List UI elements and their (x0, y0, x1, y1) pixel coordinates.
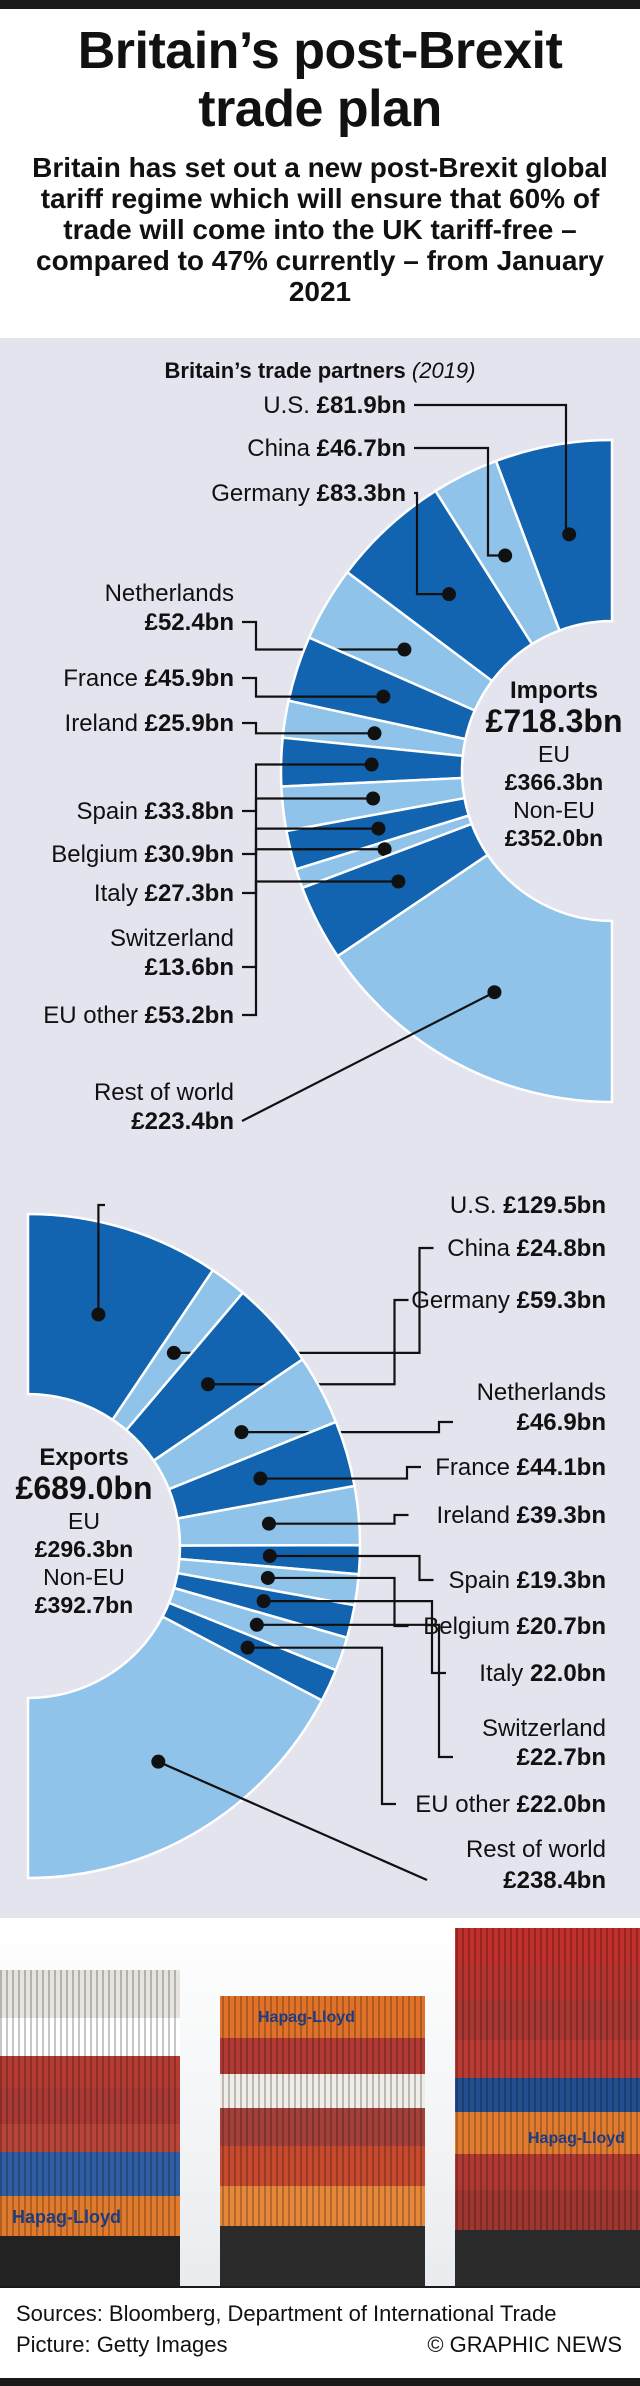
sources-text: Sources: Bloomberg, Department of Intern… (16, 2301, 557, 2326)
imports-center-name: Imports (510, 677, 598, 704)
trade-partners-chart: Britain’s trade partners (2019) U.S. £81.… (16, 358, 623, 1894)
imports-leader-france (242, 676, 384, 698)
exports-label-switzerland: Switzerland (482, 1715, 606, 1742)
container-logo-text: Hapag-Lloyd (12, 2207, 121, 2227)
title-line-2: trade plan (198, 80, 442, 138)
imports-leader-eu-other (242, 880, 399, 1017)
exports-label-ireland: Ireland £39.3bn (437, 1502, 606, 1529)
exports-label-netherlands: Netherlands (477, 1379, 606, 1406)
exports-leader-france (260, 1465, 421, 1480)
container-logo-text: Hapag-Lloyd (528, 2130, 625, 2147)
section-title: Britain’s trade partners (2019) (165, 358, 476, 383)
imports-center-noneu-label: Non-EU (513, 797, 595, 823)
exports-label-china: China £24.8bn (447, 1235, 606, 1262)
imports-center-eu-value: £366.3bn (505, 769, 603, 795)
exports-leader-ireland (268, 1513, 409, 1525)
page-subtitle: Britain has set out a new post-Brexit gl… (32, 152, 608, 307)
imports-value-netherlands: £52.4bn (145, 609, 234, 636)
exports-label-france: France £44.1bn (435, 1454, 606, 1481)
exports-center-name: Exports (39, 1444, 128, 1471)
imports-leader-ireland (242, 721, 375, 735)
imports-leader-china (414, 446, 506, 557)
exports-center-eu-label: EU (68, 1508, 100, 1534)
imports-value-rest-of-world: £223.4bn (131, 1108, 234, 1135)
brand-credit: © GRAPHIC NEWS (427, 2332, 622, 2357)
imports-label-france: France £45.9bn (63, 665, 234, 692)
imports-value-switzerland: £13.6bn (145, 954, 234, 981)
imports-center-noneu-value: £352.0bn (505, 825, 603, 851)
imports-segment-rest-of-world (335, 853, 614, 1104)
exports-leader-rest-of-world (157, 1760, 428, 1882)
imports-label-ireland: Ireland £25.9bn (65, 710, 234, 737)
exports-center-total: £689.0bn (16, 1470, 153, 1506)
picture-credit: Picture: Getty Images (16, 2332, 228, 2357)
exports-leader-switzerland (256, 1623, 453, 1759)
exports-segment-rest-of-world (26, 1615, 324, 1880)
page-title: Britain’s post-Brexit trade plan (0, 22, 640, 138)
exports-center-eu-value: £296.3bn (35, 1536, 133, 1562)
imports-leader-u-s (414, 403, 570, 536)
imports-label-italy: Italy £27.3bn (94, 880, 234, 907)
imports-center-total: £718.3bn (486, 703, 623, 739)
exports-leader-spain (269, 1554, 434, 1582)
exports-label-rest-of-world: Rest of world (466, 1836, 606, 1863)
imports-leader-rest-of-world (241, 991, 495, 1122)
imports-label-switzerland: Switzerland (110, 925, 234, 952)
imports-label-u-s: U.S. £81.9bn (263, 392, 406, 419)
exports-leader-eu-other (247, 1646, 396, 1806)
stack-middle: Hapag-Lloyd (220, 1996, 425, 2286)
exports-value-netherlands: £46.9bn (517, 1409, 606, 1436)
title-line-1: Britain’s post-Brexit (77, 22, 563, 80)
imports-label-belgium: Belgium £30.9bn (51, 841, 234, 868)
top-rule (0, 0, 640, 9)
exports-label-belgium: Belgium £20.7bn (423, 1613, 606, 1640)
imports-label-rest-of-world: Rest of world (94, 1079, 234, 1106)
exports-label-italy: Italy 22.0bn (479, 1660, 606, 1687)
imports-leader-spain (242, 763, 372, 813)
exports-label-spain: Spain £19.3bn (449, 1567, 606, 1594)
imports-leader-germany (414, 491, 450, 596)
imports-label-china: China £46.7bn (247, 435, 406, 462)
exports-label-u-s: U.S. £129.5bn (450, 1192, 606, 1219)
stack-left: Hapag-Lloyd (0, 1970, 180, 2286)
imports-label-spain: Spain £33.8bn (77, 798, 234, 825)
imports-label-netherlands: Netherlands (105, 580, 234, 607)
exports-label-eu-other: EU other £22.0bn (415, 1791, 606, 1818)
container-ship-photo: Hapag-Lloyd Hapag-Lloyd Hapag-Lloyd (0, 1918, 640, 2286)
container-logo-text: Hapag-Lloyd (258, 2009, 355, 2026)
exports-center-noneu-value: £392.7bn (35, 1592, 133, 1618)
exports-label-germany: Germany £59.3bn (411, 1287, 606, 1314)
exports-leader-u-s (97, 1203, 105, 1315)
chart-panel: Britain’s trade partners (2019) U.S. £81.… (0, 338, 640, 1918)
imports-center-eu-label: EU (538, 741, 570, 767)
bottom-rule (0, 2378, 640, 2386)
imports-label-germany: Germany £83.3bn (211, 480, 406, 507)
imports-leader-belgium (242, 797, 374, 856)
exports-center-noneu-label: Non-EU (43, 1564, 125, 1590)
footer: Sources: Bloomberg, Department of Intern… (0, 2286, 640, 2386)
imports-label-eu-other: EU other £53.2bn (43, 1002, 234, 1029)
exports-value-rest-of-world: £238.4bn (503, 1867, 606, 1894)
stack-right: Hapag-Lloyd (455, 1928, 640, 2286)
exports-value-switzerland: £22.7bn (517, 1744, 606, 1771)
